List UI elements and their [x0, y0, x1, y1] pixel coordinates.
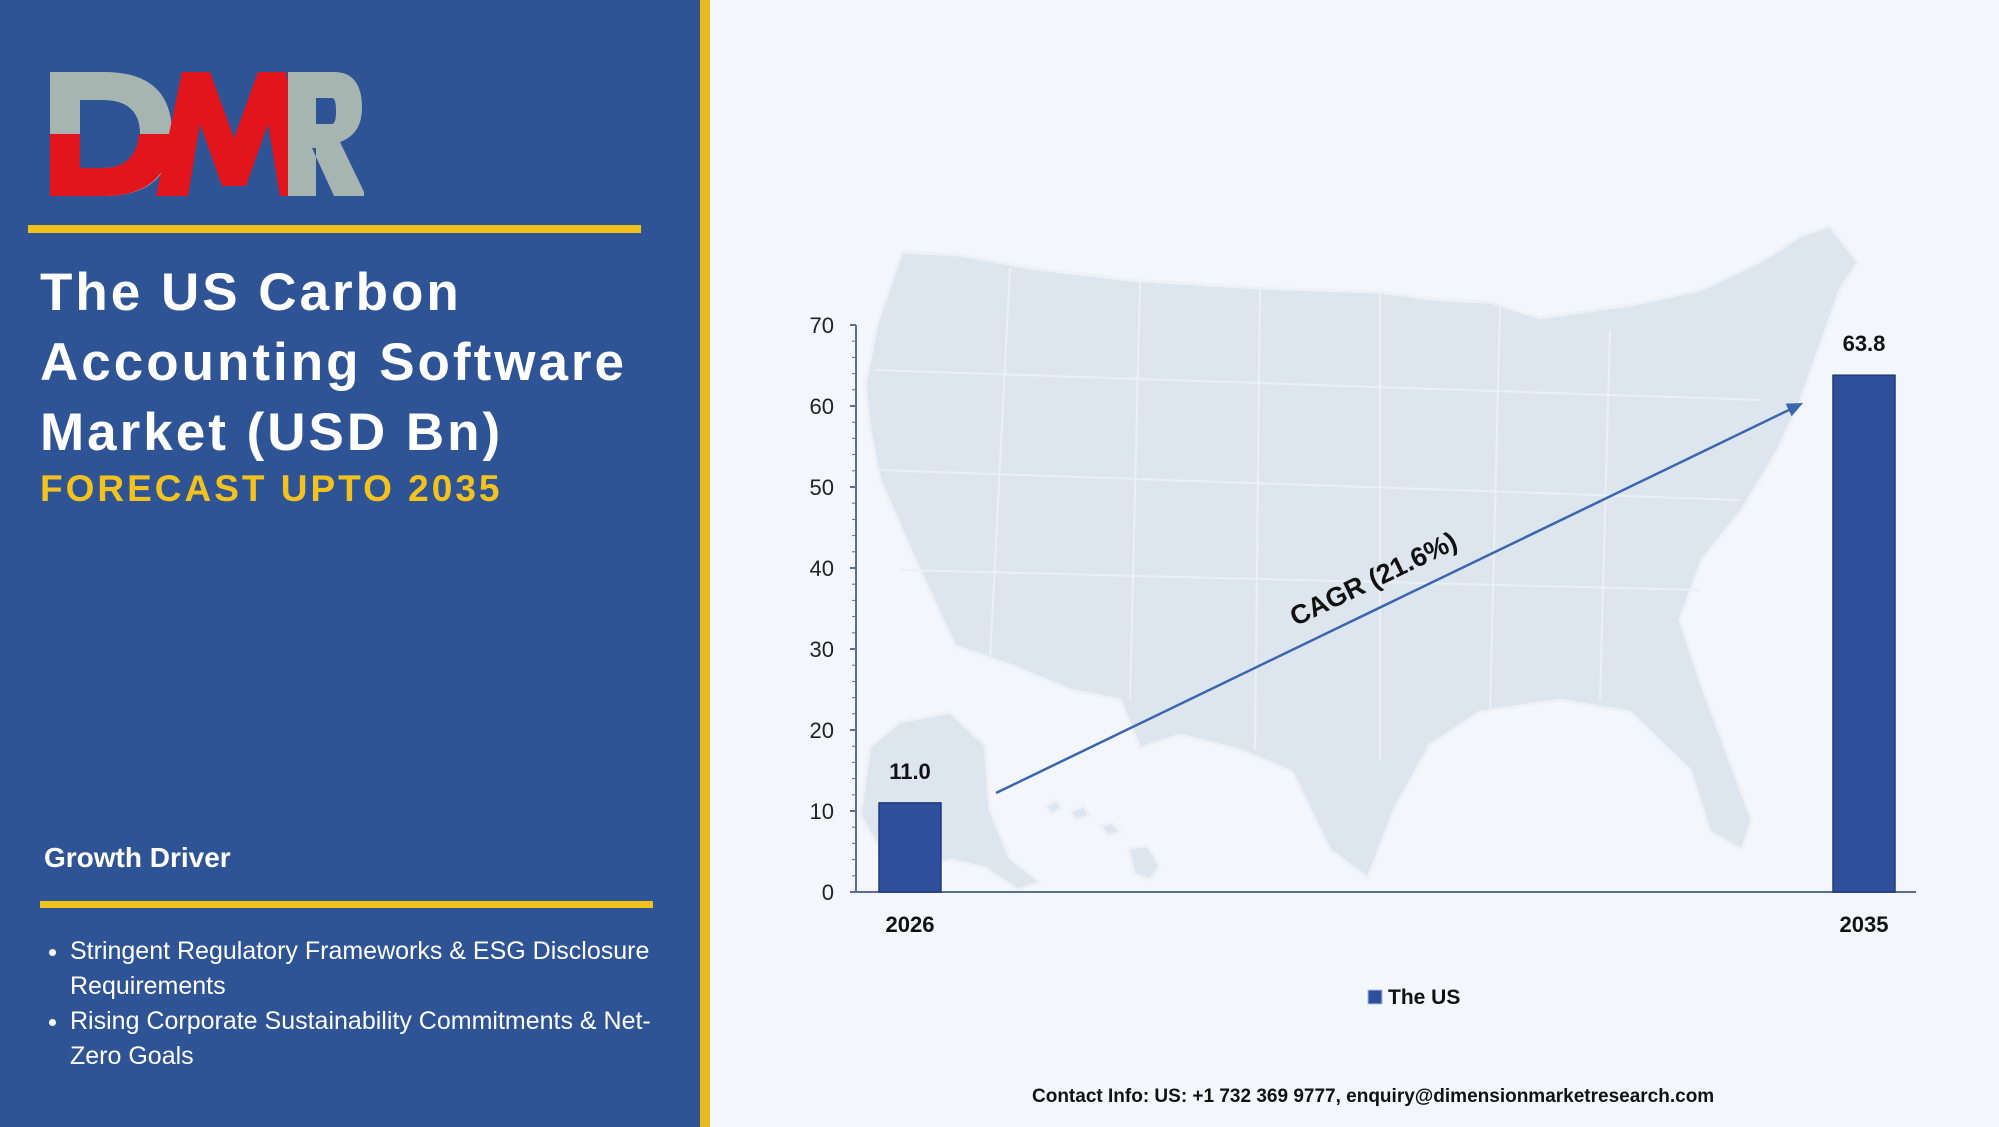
y-tick-label: 0	[822, 880, 834, 905]
y-tick-label: 20	[810, 718, 834, 743]
page-subtitle: FORECAST UPTO 2035	[40, 468, 503, 509]
growth-driver-item: Rising Corporate Sustainability Commitme…	[70, 1004, 690, 1074]
cagr-arrow	[995, 403, 1803, 795]
dmr-logo	[50, 72, 364, 196]
us-map-state-lines	[874, 267, 1761, 760]
title-divider	[28, 225, 641, 233]
y-axis-ticks: 0 10 20 30 40 50 60 70	[810, 313, 856, 905]
y-tick-label: 50	[810, 475, 834, 500]
growth-driver-list: Stringent Regulatory Frameworks & ESG Di…	[40, 934, 690, 1074]
page-title: The US Carbon Accounting Software Market…	[40, 263, 628, 462]
y-tick-label: 10	[810, 799, 834, 824]
drivers-divider	[40, 901, 653, 908]
us-map-background	[858, 224, 1860, 892]
bar-value-label: 63.8	[1843, 331, 1886, 356]
bar-2035	[1832, 374, 1896, 893]
left-panel: The US Carbon Accounting Software Market…	[0, 0, 700, 1127]
chart-legend: The US	[1367, 986, 1460, 1009]
y-tick-label: 40	[810, 556, 834, 581]
y-tick-label: 60	[810, 394, 834, 419]
bar-2026	[878, 802, 942, 893]
growth-driver-item: Stringent Regulatory Frameworks & ESG Di…	[70, 934, 690, 1004]
chart-axes	[855, 325, 1916, 893]
y-tick-label: 70	[810, 313, 834, 338]
contact-info: Contact Info: US: +1 732 369 9777, enqui…	[1032, 1086, 1715, 1107]
bar-value-label: 11.0	[889, 759, 931, 784]
gold-stripe	[700, 0, 710, 1127]
x-category-label: 2026	[886, 912, 935, 937]
cagr-arrow-head	[1785, 403, 1803, 417]
cagr-arrow-line	[995, 406, 1794, 795]
growth-driver-heading: Growth Driver	[44, 842, 231, 873]
legend-label: The US	[1388, 986, 1460, 1009]
y-tick-label: 30	[810, 637, 834, 662]
bars: 11.0 2026 63.8 2035	[878, 331, 1896, 937]
legend-swatch	[1367, 989, 1383, 1005]
x-category-label: 2035	[1840, 912, 1889, 937]
